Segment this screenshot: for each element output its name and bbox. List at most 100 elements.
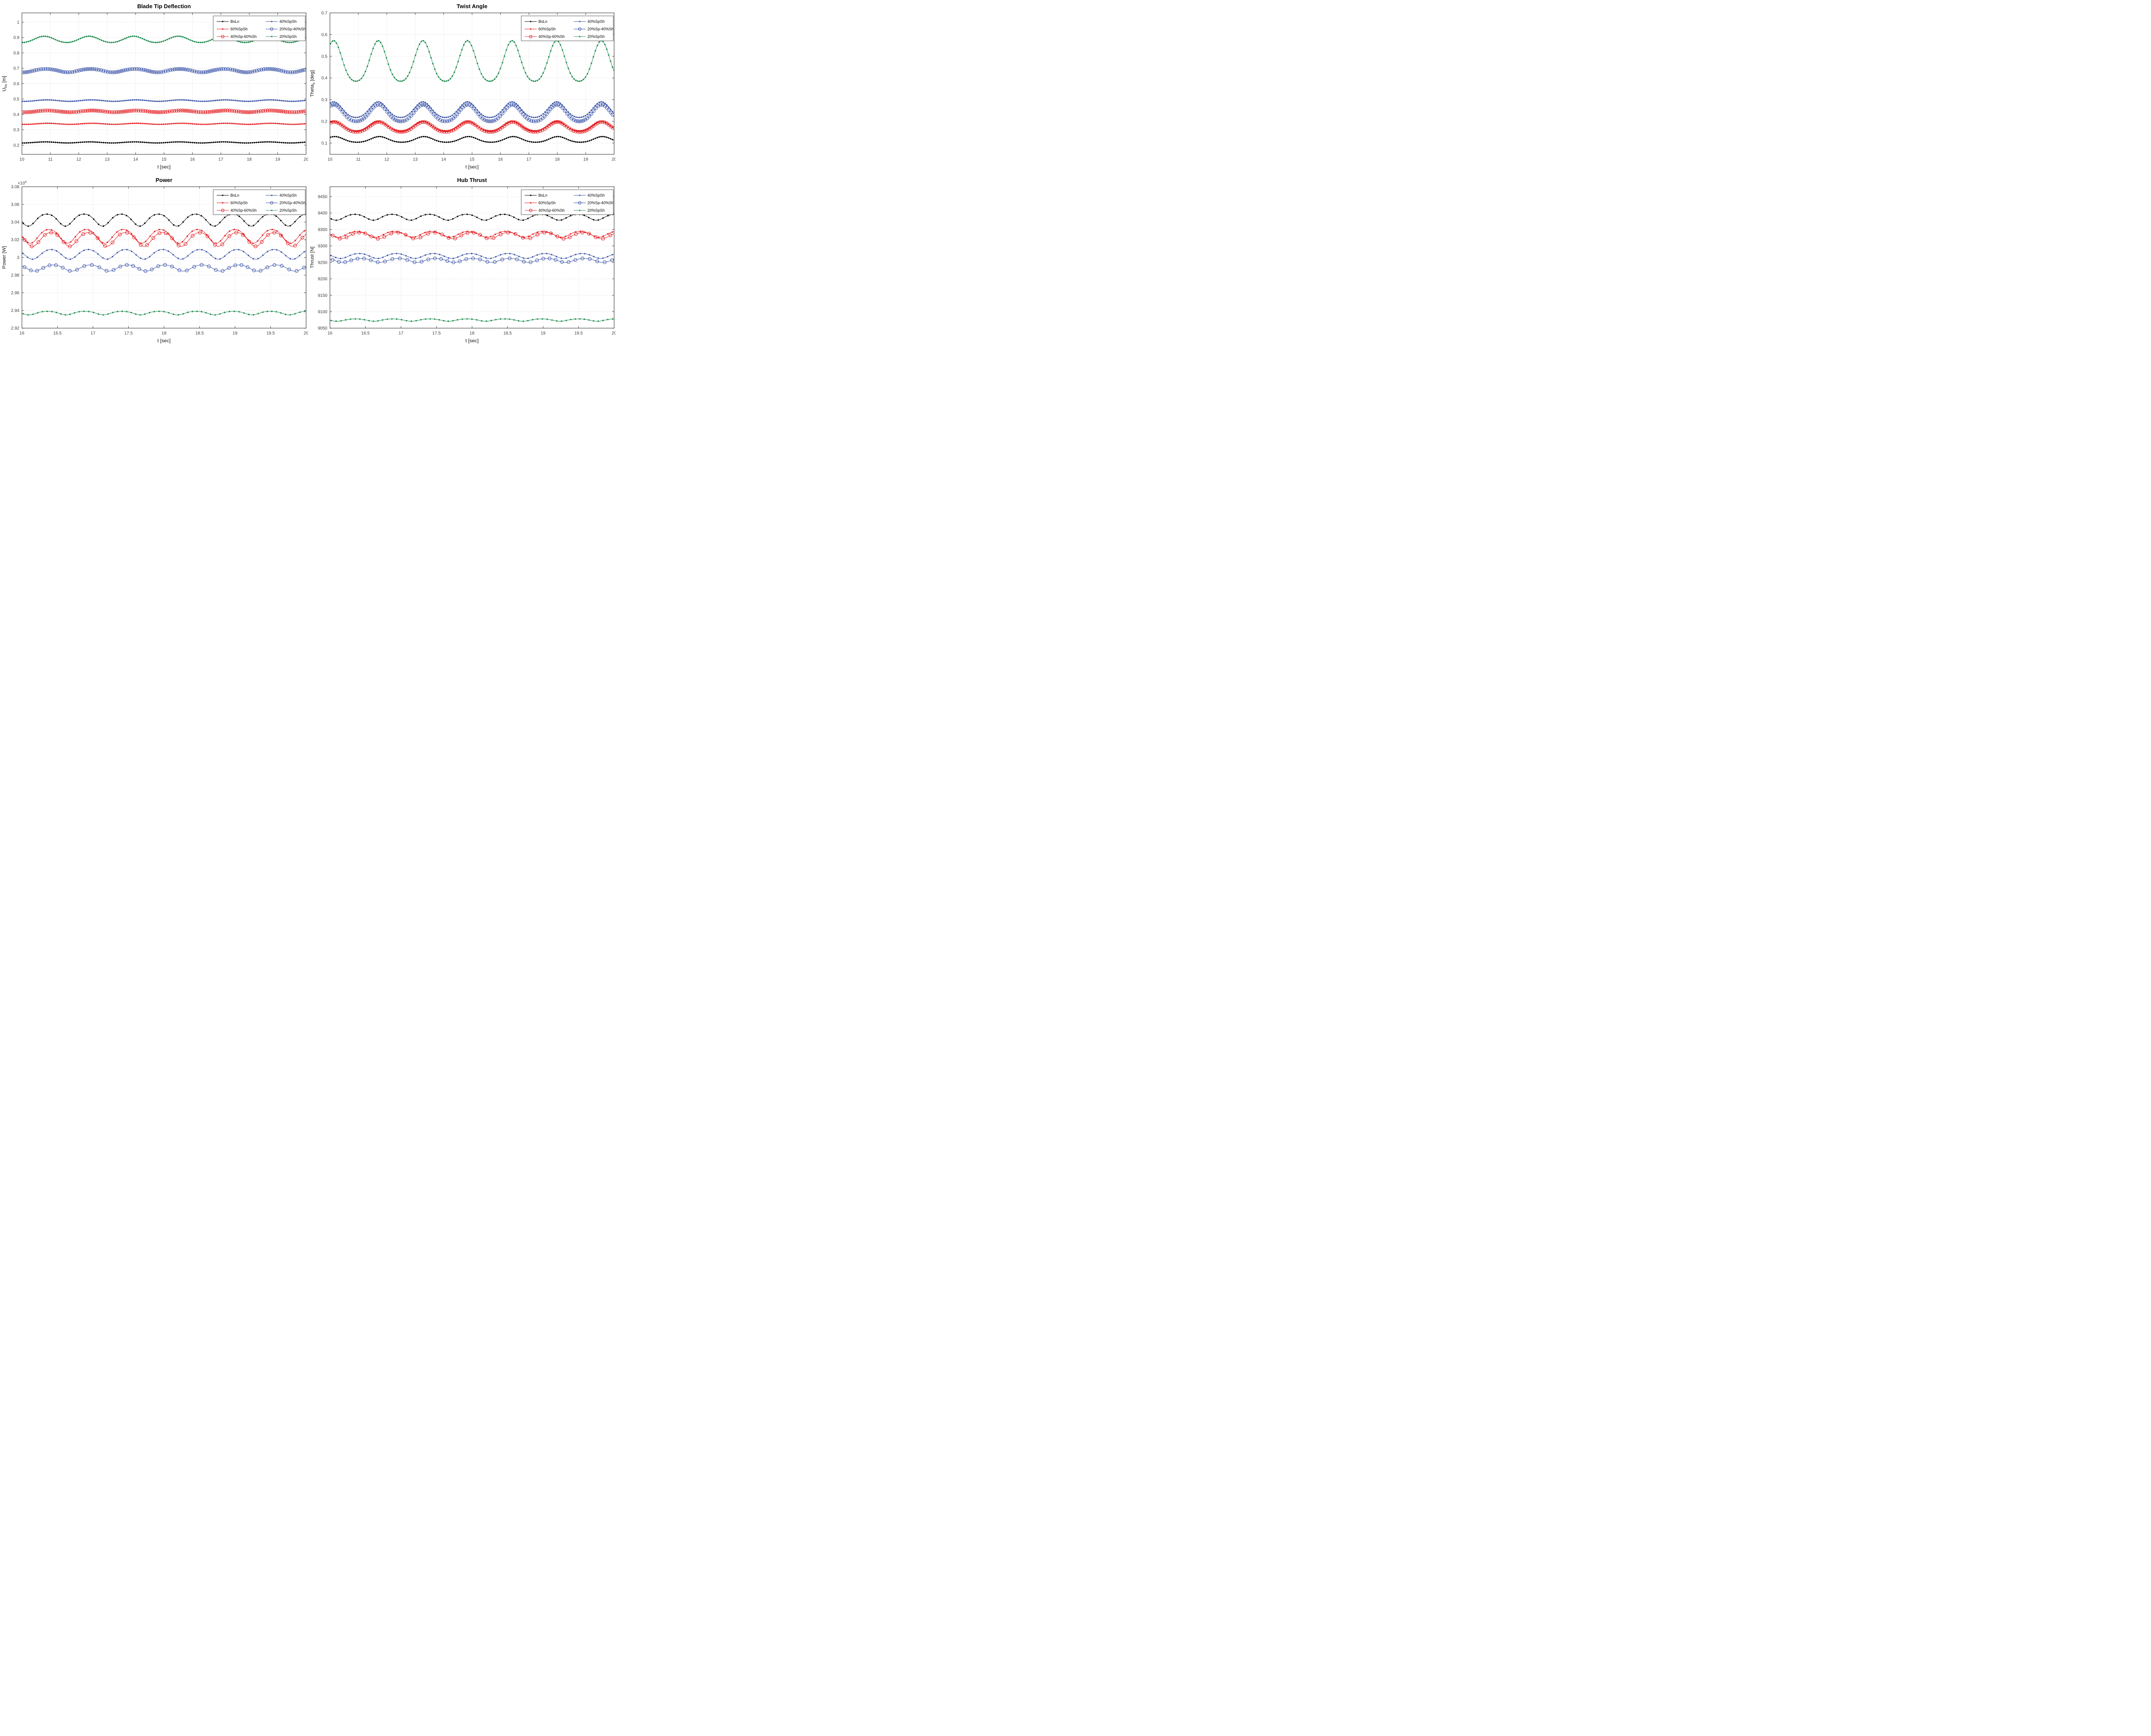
- marker-dot: [219, 258, 221, 260]
- marker-dot: [143, 123, 145, 124]
- marker-dot: [488, 141, 490, 143]
- marker-dot: [107, 142, 108, 144]
- marker-dot: [372, 320, 374, 322]
- marker-circle: [192, 69, 197, 74]
- legend-sample-dot-marker: [579, 21, 580, 22]
- marker-dot: [271, 228, 273, 230]
- marker-dot: [46, 229, 48, 231]
- x-tick-label: 14: [133, 157, 139, 162]
- marker-circle: [290, 110, 294, 114]
- marker-dot: [255, 100, 257, 102]
- marker-dot: [184, 141, 186, 143]
- marker-dot: [504, 230, 506, 232]
- marker-circle: [97, 68, 101, 72]
- marker-dot: [79, 231, 81, 233]
- marker-dot: [265, 99, 267, 101]
- marker-circle: [122, 109, 126, 114]
- marker-dot: [396, 318, 398, 320]
- marker-dot: [122, 38, 124, 40]
- marker-circle: [608, 111, 613, 114]
- marker-dot: [504, 318, 506, 320]
- marker-dot: [182, 36, 184, 38]
- marker-dot: [598, 136, 600, 138]
- marker-dot: [266, 310, 268, 312]
- marker-dot: [41, 231, 43, 234]
- marker-dot: [602, 217, 604, 219]
- marker-circle: [487, 130, 490, 134]
- marker-dot: [170, 123, 172, 125]
- marker-dot: [438, 253, 441, 255]
- marker-dot: [493, 115, 496, 117]
- marker-dot: [205, 142, 207, 144]
- marker-dot: [170, 37, 173, 39]
- marker-dot: [465, 41, 466, 43]
- marker-dot: [166, 39, 168, 40]
- marker-circle: [469, 120, 473, 124]
- marker-circle: [197, 110, 200, 114]
- marker-dot: [88, 229, 90, 231]
- marker-dot: [571, 140, 573, 142]
- marker-dot: [374, 136, 376, 138]
- marker-dot: [168, 100, 170, 102]
- marker-dot: [224, 255, 225, 257]
- legend-sample-dot-marker: [530, 28, 531, 30]
- marker-dot: [330, 320, 332, 321]
- marker-circle: [351, 232, 355, 236]
- marker-circle: [230, 109, 234, 113]
- marker-dot: [76, 123, 77, 125]
- marker-dot: [160, 142, 163, 144]
- marker-dot: [522, 67, 524, 69]
- marker-circle: [192, 110, 196, 114]
- marker-dot: [490, 80, 492, 82]
- marker-circle: [364, 127, 368, 131]
- marker-circle: [58, 69, 62, 73]
- chart-svg-twist-angle: 10 11 12 13 14 15 16 17 18 19 200.10.20.30.40.50.6…: [308, 0, 616, 174]
- marker-dot: [39, 99, 41, 101]
- marker-dot: [224, 122, 226, 124]
- marker-dot: [600, 136, 602, 138]
- marker-dot: [194, 142, 195, 144]
- marker-circle: [41, 67, 45, 71]
- marker-circle: [213, 243, 217, 247]
- marker-dot: [509, 136, 511, 138]
- marker-dot: [246, 41, 247, 43]
- y-tick-label: 3.02: [11, 237, 20, 242]
- marker-dot: [232, 123, 234, 124]
- marker-circle: [50, 109, 54, 113]
- marker-dot: [22, 42, 23, 43]
- marker-circle: [253, 69, 256, 73]
- marker-dot: [474, 56, 476, 58]
- marker-dot: [99, 99, 101, 101]
- marker-dot: [154, 231, 156, 232]
- marker-dot: [471, 253, 472, 254]
- marker-dot: [191, 40, 194, 42]
- marker-dot: [515, 136, 517, 138]
- marker-circle: [130, 67, 134, 71]
- marker-dot: [117, 40, 118, 43]
- marker-dot: [22, 100, 23, 102]
- marker-circle: [133, 67, 136, 71]
- marker-circle: [521, 112, 525, 117]
- marker-dot: [143, 142, 145, 143]
- marker-dot: [206, 250, 207, 253]
- marker-dot: [356, 130, 358, 132]
- marker-circle: [380, 120, 384, 125]
- x-tick-label: 18.5: [503, 331, 512, 336]
- marker-dot: [401, 141, 403, 143]
- marker-dot: [117, 214, 118, 216]
- marker-dot: [607, 215, 609, 216]
- marker-dot: [132, 99, 133, 101]
- marker-dot: [575, 141, 576, 143]
- x-tick-label: 17.5: [124, 331, 133, 336]
- marker-dot: [504, 253, 506, 255]
- marker-dot: [155, 100, 157, 102]
- marker-dot: [37, 217, 39, 219]
- marker-circle: [295, 70, 299, 74]
- marker-dot: [140, 257, 142, 259]
- marker-dot: [139, 314, 141, 316]
- marker-dot: [35, 123, 37, 125]
- marker-circle: [184, 109, 188, 113]
- marker-dot: [389, 69, 391, 71]
- marker-dot: [124, 142, 126, 143]
- marker-dot: [145, 40, 147, 41]
